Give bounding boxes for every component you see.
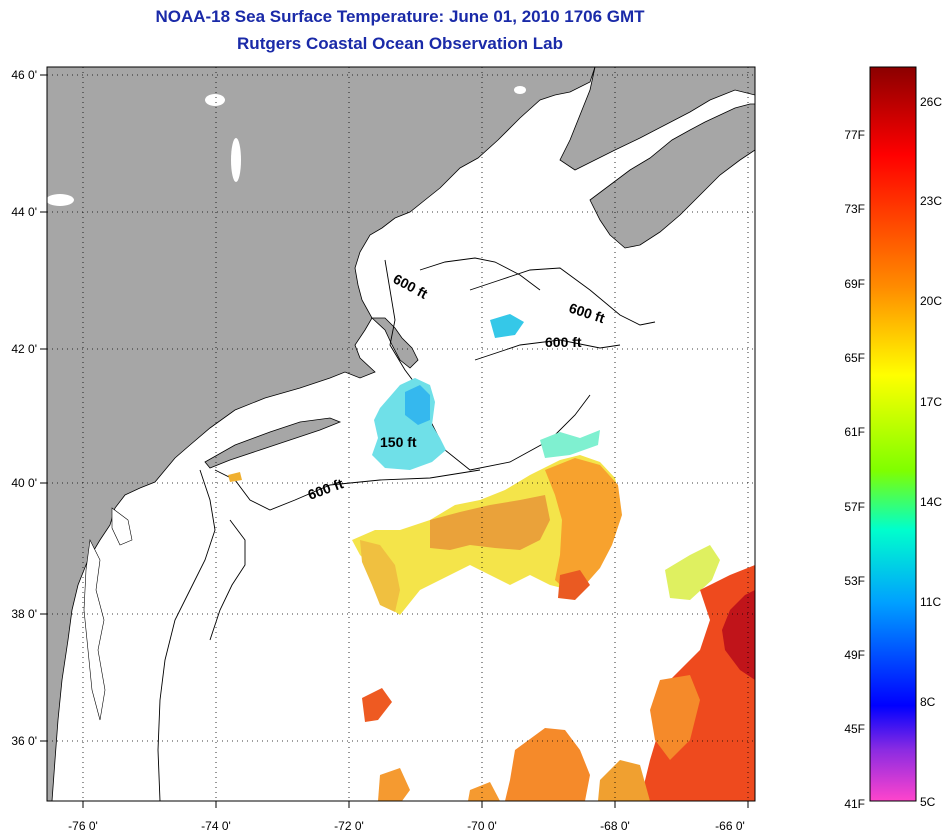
- colorbar-f-label: 61F: [844, 425, 865, 439]
- map-subtitle: Rutgers Coastal Ocean Observation Lab: [237, 34, 563, 53]
- colorbar: [869, 66, 917, 802]
- lat-label: 44 0': [11, 205, 37, 219]
- lat-label: 38 0': [11, 607, 37, 621]
- colorbar-f-label: 65F: [844, 351, 865, 365]
- colorbar-f-label: 77F: [844, 128, 865, 142]
- colorbar-f-label: 73F: [844, 202, 865, 216]
- colorbar-f-label: 41F: [844, 797, 865, 811]
- colorbar-f-label: 49F: [844, 648, 865, 662]
- colorbar-f-label: 45F: [844, 722, 865, 736]
- colorbar-c-label: 20C: [920, 294, 942, 308]
- colorbar-f-label: 57F: [844, 500, 865, 514]
- colorbar-c-label: 11C: [920, 595, 941, 609]
- map-grid: [47, 67, 755, 801]
- colorbar-f-label: 53F: [844, 574, 865, 588]
- map-frame: [46, 66, 756, 802]
- isobath-label: 600 ft: [545, 334, 582, 350]
- colorbar-c-label: 17C: [920, 395, 942, 409]
- lat-label: 40 0': [11, 476, 37, 490]
- lon-label: -76 0': [68, 819, 98, 833]
- colorbar-f-label: 69F: [844, 277, 865, 291]
- map-ticks: [40, 74, 749, 808]
- lon-label: -68 0': [600, 819, 630, 833]
- delaware-bay: [111, 507, 133, 546]
- map-title: NOAA-18 Sea Surface Temperature: June 01…: [155, 7, 645, 26]
- lake: [231, 138, 241, 182]
- lon-label: -72 0': [334, 819, 364, 833]
- lake: [514, 86, 526, 94]
- colorbar-c-label: 8C: [920, 695, 936, 709]
- lat-label: 46 0': [11, 68, 37, 82]
- chesapeake-bay: [83, 538, 106, 721]
- land-new-brunswick: [559, 67, 755, 171]
- lake: [205, 94, 225, 106]
- lake: [47, 194, 74, 206]
- land-long-island: [204, 417, 342, 469]
- colorbar-c-label: 14C: [920, 495, 942, 509]
- lat-label: 42 0': [11, 342, 37, 356]
- lon-label: -66 0': [715, 819, 745, 833]
- isobath-label: 150 ft: [380, 434, 417, 450]
- lon-label: -74 0': [201, 819, 231, 833]
- land-cape-cod: [370, 317, 419, 369]
- sst-overlay: [228, 314, 755, 801]
- lon-label: -70 0': [467, 819, 497, 833]
- colorbar-c-label: 5C: [920, 795, 936, 809]
- colorbar-c-label: 26C: [920, 95, 942, 109]
- land-mainland: [47, 67, 596, 801]
- colorbar-c-label: 23C: [920, 194, 942, 208]
- land-nova-scotia: [589, 103, 755, 249]
- lat-label: 36 0': [11, 734, 37, 748]
